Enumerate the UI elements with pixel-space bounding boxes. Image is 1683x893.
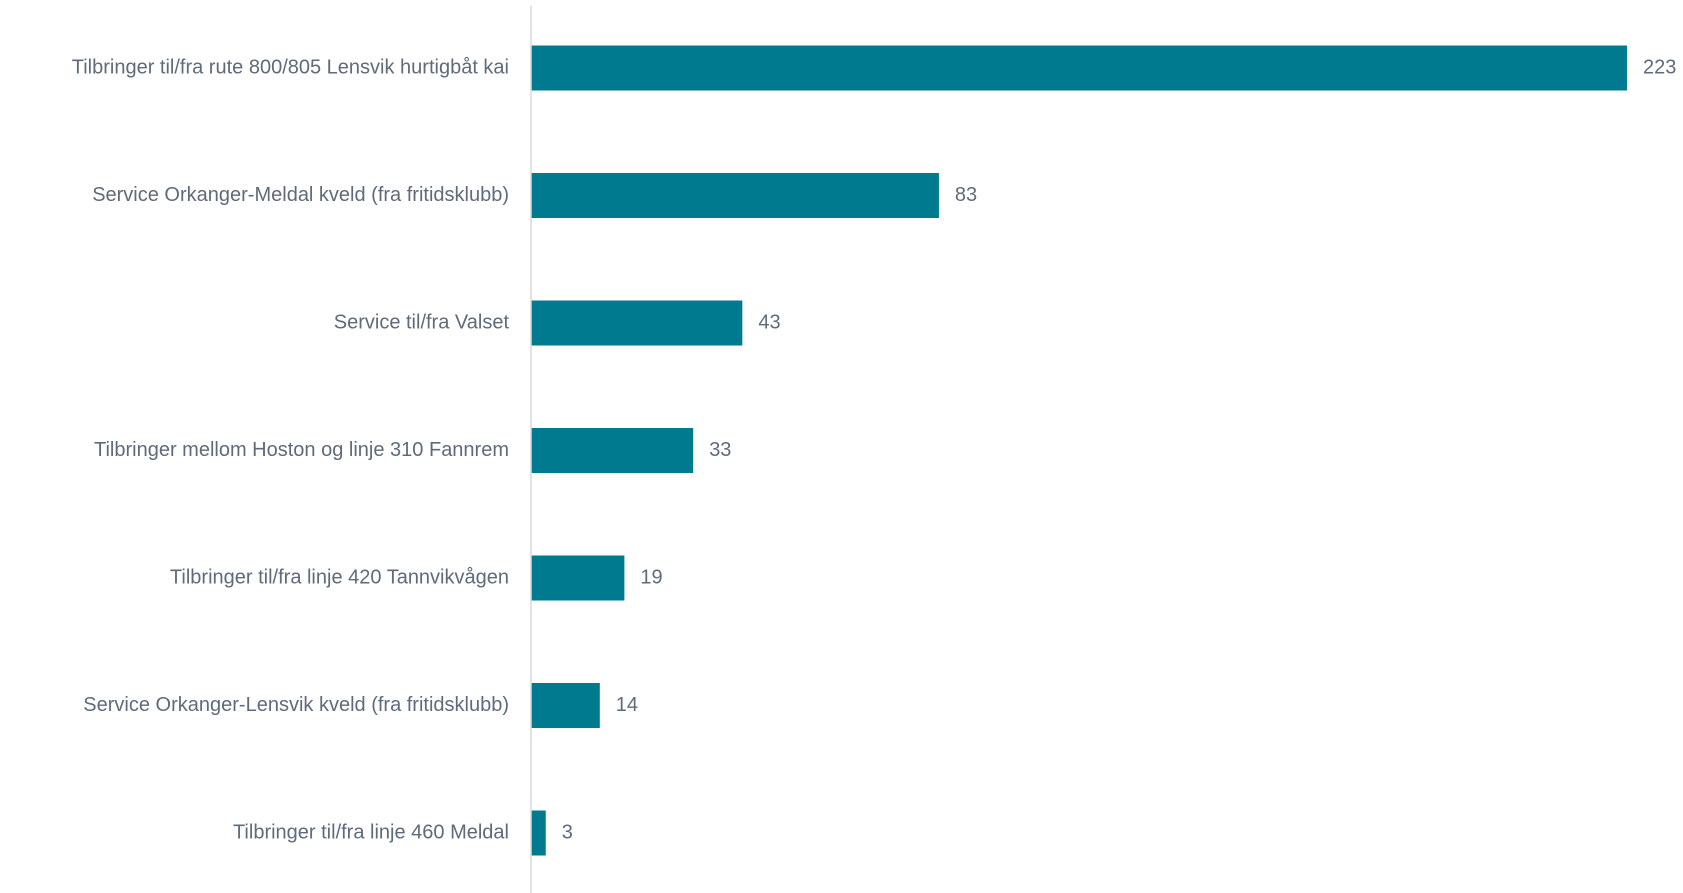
- bar: [531, 173, 939, 218]
- bars: [531, 45, 1627, 856]
- category-label: Service Orkanger-Lensvik kveld (fra frit…: [83, 694, 509, 716]
- value-labels: 223 83 43 33 19 14 3: [562, 56, 1677, 843]
- bar: [531, 428, 694, 473]
- bar: [531, 45, 1627, 91]
- category-label: Tilbringer mellom Hoston og linje 310 Fa…: [94, 439, 509, 461]
- data-label: 19: [640, 566, 662, 588]
- category-labels: Tilbringer til/fra rute 800/805 Lensvik …: [72, 56, 510, 843]
- bar: [531, 810, 546, 856]
- data-label: 14: [616, 694, 638, 716]
- category-label: Service Orkanger-Meldal kveld (fra friti…: [92, 184, 509, 206]
- data-label: 83: [955, 184, 977, 206]
- bar: [531, 555, 625, 601]
- category-label: Service til/fra Valset: [334, 311, 510, 333]
- data-label: 43: [758, 311, 780, 333]
- data-label: 223: [1643, 56, 1676, 78]
- data-label: 33: [709, 439, 731, 461]
- bar: [531, 683, 600, 728]
- data-label: 3: [562, 821, 573, 843]
- category-label: Tilbringer til/fra linje 420 Tannvikvåge…: [170, 566, 509, 588]
- category-label: Tilbringer til/fra linje 460 Meldal: [233, 821, 509, 843]
- category-label: Tilbringer til/fra rute 800/805 Lensvik …: [72, 56, 509, 78]
- bar: [531, 300, 743, 346]
